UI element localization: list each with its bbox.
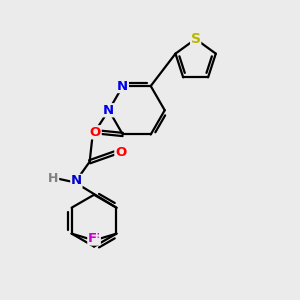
- Text: S: S: [190, 32, 201, 46]
- Text: N: N: [103, 104, 114, 117]
- Text: F: F: [91, 232, 100, 245]
- Text: F: F: [88, 232, 97, 245]
- Text: H: H: [48, 172, 59, 185]
- Text: N: N: [71, 174, 82, 188]
- Text: O: O: [115, 146, 126, 159]
- Text: N: N: [117, 80, 128, 92]
- Text: O: O: [90, 126, 101, 139]
